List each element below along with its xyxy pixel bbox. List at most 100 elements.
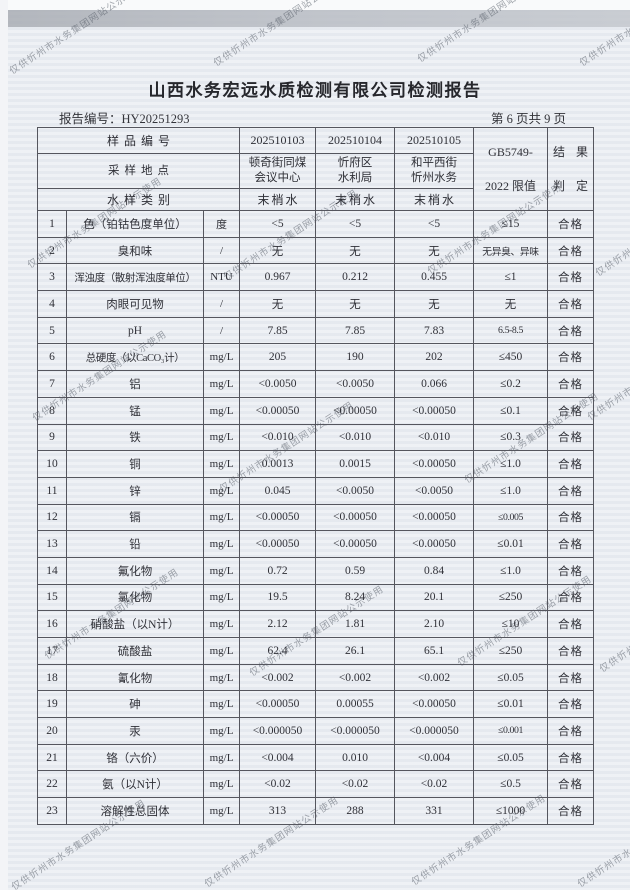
table-row: 6 总硬度（以CaCO₃计） mg/L 205 190 202 ≤450 合格 — [37, 343, 594, 372]
table-row: 11 锌 mg/L 0.045 <0.0050 <0.0050 ≤1.0 合格 — [37, 476, 594, 505]
cell-v3: <0.00050 — [394, 530, 474, 558]
table-row: 5 pH/7.85 7.85 7.83 6.5-8.5 合格 — [37, 316, 594, 345]
header-location-label: 采样地点 — [37, 153, 240, 189]
cell-v2: <0.002 — [315, 663, 395, 692]
table-row: 8 锰 mg/L <0.00050 <0.00050 <0.00050 ≤0.1 合格 — [37, 396, 594, 425]
cell-unit: mg/L — [203, 396, 240, 425]
header-limit: GB5749- 2022 限值 — [473, 127, 548, 211]
cell-name: 浑浊度（散射浑浊度单位） — [66, 263, 204, 292]
cell-v1: <0.010 — [239, 423, 316, 452]
table-row: 3 浑浊度（散射浑浊度单位） NTU 0.967 0.212 0.455 ≤1 合格 — [37, 263, 594, 292]
cell-no: 22 — [37, 770, 67, 799]
cell-unit: mg/L — [203, 663, 240, 692]
cell-v3: 2.10 — [394, 610, 474, 638]
cell-v3: <0.00050 — [394, 450, 474, 478]
cell-result: 合格 — [547, 476, 594, 505]
header-result: 结 果 判 定 — [547, 127, 594, 211]
location-line: 忻州水务 — [411, 172, 457, 184]
cell-v3: 20.1 — [394, 583, 474, 612]
cell-result: 合格 — [547, 556, 594, 585]
results-table-body: 样品编号 202510103 202510104 202510105 GB574… — [37, 127, 594, 825]
cell-limit: ≤1000 — [473, 797, 548, 825]
cell-limit: ≤450 — [473, 343, 548, 372]
cell-v2: <0.00050 — [315, 530, 395, 558]
cell-name: 铜 — [66, 450, 204, 478]
cell-unit: mg/L — [203, 637, 240, 665]
cell-limit: ≤0.1 — [473, 396, 548, 425]
location-line: 顿奇街同煤 — [248, 157, 307, 169]
cell-result: 合格 — [547, 343, 594, 372]
cell-name: 总硬度（以CaCO₃计） — [66, 343, 204, 372]
cell-v3: <0.002 — [394, 663, 474, 692]
cell-v3: <0.02 — [394, 770, 474, 799]
cell-v3: 0.066 — [394, 370, 474, 398]
header-type-3: 末梢水 — [394, 188, 474, 211]
cell-limit: ≤250 — [473, 583, 548, 612]
cell-unit: mg/L — [203, 423, 240, 452]
cell-result: 合格 — [547, 423, 594, 452]
cell-unit: mg/L — [203, 370, 240, 398]
location-line: 和平西街 — [411, 157, 457, 169]
cell-v1: <0.00050 — [239, 396, 316, 425]
cell-result: 合格 — [547, 610, 594, 638]
header-sample-id-label: 样品编号 — [37, 127, 240, 154]
cell-v3: <0.010 — [394, 423, 474, 452]
cell-result: 合格 — [547, 663, 594, 692]
cell-result: 合格 — [547, 370, 594, 398]
cell-v3: <0.00050 — [394, 690, 474, 719]
cell-limit: ≤1 — [473, 263, 548, 292]
cell-v2: <0.00050 — [315, 396, 395, 425]
cell-unit: mg/L — [203, 717, 240, 745]
cell-v2: 288 — [315, 797, 395, 825]
table-row: 9 铁 mg/L <0.010 <0.010 <0.010 ≤0.3 合格 — [37, 423, 594, 452]
cell-v1: <0.000050 — [239, 717, 316, 745]
cell-name: 锌 — [66, 476, 204, 505]
cell-v3: <0.0050 — [394, 476, 474, 505]
cell-result: 合格 — [547, 396, 594, 425]
cell-v2: <0.000050 — [315, 717, 395, 745]
scan-shadow-band — [8, 10, 630, 27]
cell-result: 合格 — [547, 210, 594, 238]
table-row: 15 氯化物 mg/L 19.5 8.24 20.1 ≤250 合格 — [37, 583, 594, 612]
cell-no: 14 — [37, 556, 67, 585]
cell-result: 合格 — [547, 236, 594, 265]
header-sample-id-1: 202510103 — [239, 127, 316, 154]
page-indicator: 第 6 页共 9 页 — [490, 112, 566, 126]
table-row: 20 汞 mg/L <0.000050 <0.000050 <0.000050 ≤0.001… — [37, 717, 594, 745]
cell-no: 1 — [37, 210, 67, 238]
cell-v1: 无 — [239, 236, 316, 265]
cell-v1: 19.5 — [239, 583, 316, 612]
table-row: 19 砷 mg/L <0.00050 0.00055 <0.00050 ≤0.01 合格 — [37, 690, 594, 719]
cell-name: 硫酸盐 — [66, 637, 204, 665]
cell-v3: 0.455 — [394, 263, 474, 292]
scan-top-margin — [0, 0, 630, 10]
cell-name: 臭和味 — [66, 236, 204, 265]
cell-v1: <0.00050 — [239, 530, 316, 558]
cell-v2: <0.02 — [315, 770, 395, 799]
watermark-text: 仅供忻州市水务集团网站公示使用 — [597, 579, 630, 675]
cell-v3: 无 — [394, 236, 474, 265]
cell-v2: <5 — [315, 210, 395, 238]
cell-no: 13 — [37, 530, 67, 558]
cell-result: 合格 — [547, 690, 594, 719]
cell-result: 合格 — [547, 583, 594, 612]
cell-v3: 65.1 — [394, 637, 474, 665]
table-row: 23 溶解性总固体 mg/L 313 288 331 ≤1000 合格 — [37, 797, 594, 825]
cell-result: 合格 — [547, 503, 594, 532]
cell-no: 16 — [37, 610, 67, 638]
cell-v2: 190 — [315, 343, 395, 372]
header-type-2: 末梢水 — [315, 188, 395, 211]
header-sample-id-3: 202510105 — [394, 127, 474, 154]
cell-no: 5 — [37, 316, 67, 345]
cell-result: 合格 — [547, 450, 594, 478]
cell-unit: mg/L — [203, 556, 240, 585]
cell-limit: ≤1.0 — [473, 450, 548, 478]
location-line: 水利局 — [337, 172, 373, 184]
cell-name: 铅 — [66, 530, 204, 558]
cell-v3: <5 — [394, 210, 474, 238]
table-row: 17 硫酸盐 mg/L 62.4 26.1 65.1 ≤250 合格 — [37, 637, 594, 665]
cell-name: 汞 — [66, 717, 204, 745]
header-result-line1: 结 果 — [552, 145, 592, 159]
cell-no: 18 — [37, 663, 67, 692]
cell-v2: <0.010 — [315, 423, 395, 452]
